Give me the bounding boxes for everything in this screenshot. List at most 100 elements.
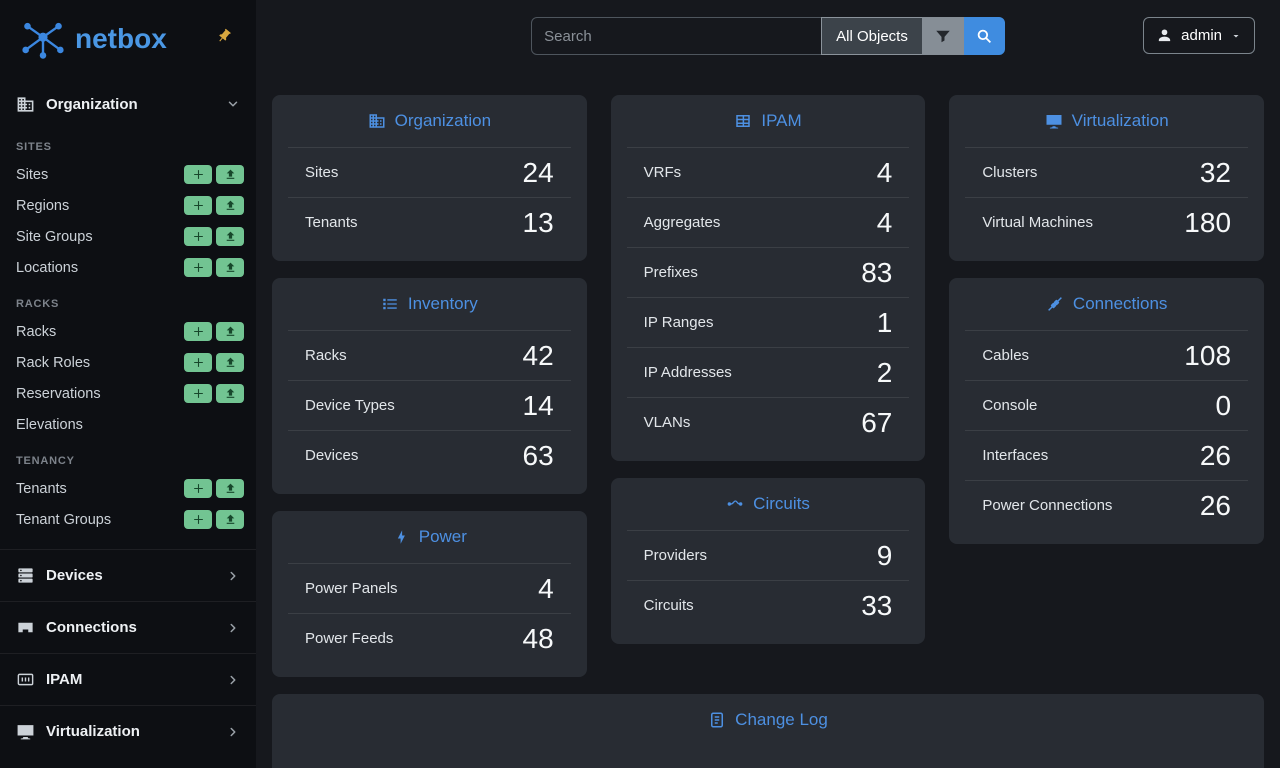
stat-value[interactable]: 0 <box>1215 389 1232 421</box>
stat-value[interactable]: 180 <box>1184 206 1232 238</box>
add-button[interactable] <box>184 258 212 277</box>
import-button[interactable] <box>216 353 244 372</box>
import-button[interactable] <box>216 227 244 246</box>
stat-value[interactable]: 42 <box>522 339 554 371</box>
stat-label[interactable]: IP Ranges <box>643 314 714 331</box>
card-ipam: IPAM VRFs 4 Aggregates 4 Prefixes 83 IP Ranges 1… <box>610 95 926 461</box>
stat-value[interactable]: 13 <box>522 206 554 238</box>
sidebar-item-regions[interactable]: Regions <box>0 190 256 221</box>
import-button[interactable] <box>216 479 244 498</box>
stat-label[interactable]: Devices <box>305 447 359 464</box>
stat-value[interactable]: 26 <box>1199 489 1232 521</box>
stat-label[interactable]: Device Types <box>305 397 395 414</box>
stat-value[interactable]: 48 <box>522 622 554 654</box>
stat-label[interactable]: IP Addresses <box>643 364 732 381</box>
sidebar-item-label[interactable]: Elevations <box>16 416 83 433</box>
sidebar-menu-ipam[interactable]: IPAM <box>0 653 256 705</box>
sidebar-item-label[interactable]: Site Groups <box>16 228 93 245</box>
sidebar-item-label[interactable]: Tenants <box>16 480 67 497</box>
filter-button[interactable] <box>921 17 964 55</box>
stat-value[interactable]: 14 <box>522 389 554 421</box>
stat-label[interactable]: Aggregates <box>643 214 721 231</box>
stat-value[interactable]: 2 <box>876 356 893 388</box>
netbox-logo[interactable]: netbox <box>18 18 167 60</box>
sidebar-item-reservations[interactable]: Reservations <box>0 378 256 409</box>
card-organization: Organization Sites 24 Tenants 13 <box>272 95 587 261</box>
stat-label[interactable]: Sites <box>305 164 339 181</box>
stat-label[interactable]: Racks <box>305 347 347 364</box>
stat-value[interactable]: 4 <box>876 156 893 188</box>
stat-value[interactable]: 24 <box>522 156 554 188</box>
search-input[interactable] <box>531 17 823 55</box>
add-button[interactable] <box>184 510 212 529</box>
add-button[interactable] <box>184 227 212 246</box>
stat-value[interactable]: 67 <box>861 406 893 438</box>
plus-icon <box>192 387 205 400</box>
sidebar-menu-virtualization[interactable]: Virtualization <box>0 705 256 757</box>
stat-label[interactable]: Providers <box>643 547 708 564</box>
import-button[interactable] <box>216 165 244 184</box>
search-submit-button[interactable] <box>963 17 1005 55</box>
stat-row-vlans: VLANs 67 <box>626 397 910 447</box>
import-button[interactable] <box>216 322 244 341</box>
stat-label[interactable]: Power Panels <box>305 580 398 597</box>
stat-value[interactable]: 108 <box>1184 339 1232 371</box>
stat-label[interactable]: VRFs <box>643 164 682 181</box>
sidebar-item-elevations[interactable]: Elevations <box>0 409 256 440</box>
sidebar-item-label[interactable]: Tenant Groups <box>16 511 112 528</box>
import-button[interactable] <box>216 384 244 403</box>
quick-actions <box>184 353 244 372</box>
user-menu-button[interactable]: admin <box>1143 17 1255 54</box>
stat-label[interactable]: Virtual Machines <box>982 214 1093 231</box>
stat-label[interactable]: VLANs <box>643 414 691 431</box>
stat-value[interactable]: 1 <box>876 306 893 338</box>
sidebar-item-tenant-groups[interactable]: Tenant Groups <box>0 504 256 535</box>
pin-sidebar-button[interactable] <box>213 25 236 48</box>
add-button[interactable] <box>184 479 212 498</box>
stat-label[interactable]: Power Connections <box>982 497 1113 514</box>
stat-value[interactable]: 26 <box>1199 439 1232 471</box>
stat-label[interactable]: Clusters <box>982 164 1038 181</box>
stat-value[interactable]: 4 <box>876 206 893 238</box>
sidebar-item-label[interactable]: Locations <box>16 259 79 276</box>
add-button[interactable] <box>184 353 212 372</box>
import-button[interactable] <box>216 196 244 215</box>
sidebar-menu-devices[interactable]: Devices <box>0 549 256 601</box>
sidebar-menu-organization[interactable]: Organization <box>0 82 256 126</box>
sidebar-item-label[interactable]: Reservations <box>16 385 101 402</box>
sidebar-item-label[interactable]: Racks <box>16 323 57 340</box>
stat-row-power-feeds: Power Feeds 48 <box>288 613 571 663</box>
stat-value[interactable]: 33 <box>861 589 893 621</box>
sidebar-menu-connections[interactable]: Connections <box>0 601 256 653</box>
stat-value[interactable]: 63 <box>522 439 554 471</box>
upload-icon <box>224 199 237 212</box>
stat-label[interactable]: Power Feeds <box>305 630 394 647</box>
sidebar-item-site-groups[interactable]: Site Groups <box>0 221 256 252</box>
stat-label[interactable]: Circuits <box>643 597 694 614</box>
sidebar-item-sites[interactable]: Sites <box>0 159 256 190</box>
sidebar-item-locations[interactable]: Locations <box>0 252 256 283</box>
add-button[interactable] <box>184 384 212 403</box>
import-button[interactable] <box>216 510 244 529</box>
stat-value[interactable]: 4 <box>538 572 554 604</box>
stat-value[interactable]: 83 <box>861 256 893 288</box>
stat-value[interactable]: 9 <box>876 539 893 571</box>
stat-value[interactable]: 32 <box>1199 156 1232 188</box>
stat-label[interactable]: Tenants <box>305 214 358 231</box>
sidebar-item-tenants[interactable]: Tenants <box>0 473 256 504</box>
sidebar-item-label[interactable]: Rack Roles <box>16 354 91 371</box>
add-button[interactable] <box>184 196 212 215</box>
stat-label[interactable]: Console <box>982 397 1038 414</box>
sidebar-item-label[interactable]: Sites <box>16 166 49 183</box>
import-button[interactable] <box>216 258 244 277</box>
stat-label[interactable]: Interfaces <box>982 447 1049 464</box>
card-title: Connections <box>1072 294 1168 313</box>
sidebar-item-label[interactable]: Regions <box>16 197 70 214</box>
sidebar-item-racks[interactable]: Racks <box>0 316 256 347</box>
sidebar-item-rack-roles[interactable]: Rack Roles <box>0 347 256 378</box>
stat-label[interactable]: Cables <box>982 347 1030 364</box>
object-type-select[interactable]: All Objects <box>821 17 923 55</box>
stat-label[interactable]: Prefixes <box>643 264 698 281</box>
add-button[interactable] <box>184 165 212 184</box>
add-button[interactable] <box>184 322 212 341</box>
